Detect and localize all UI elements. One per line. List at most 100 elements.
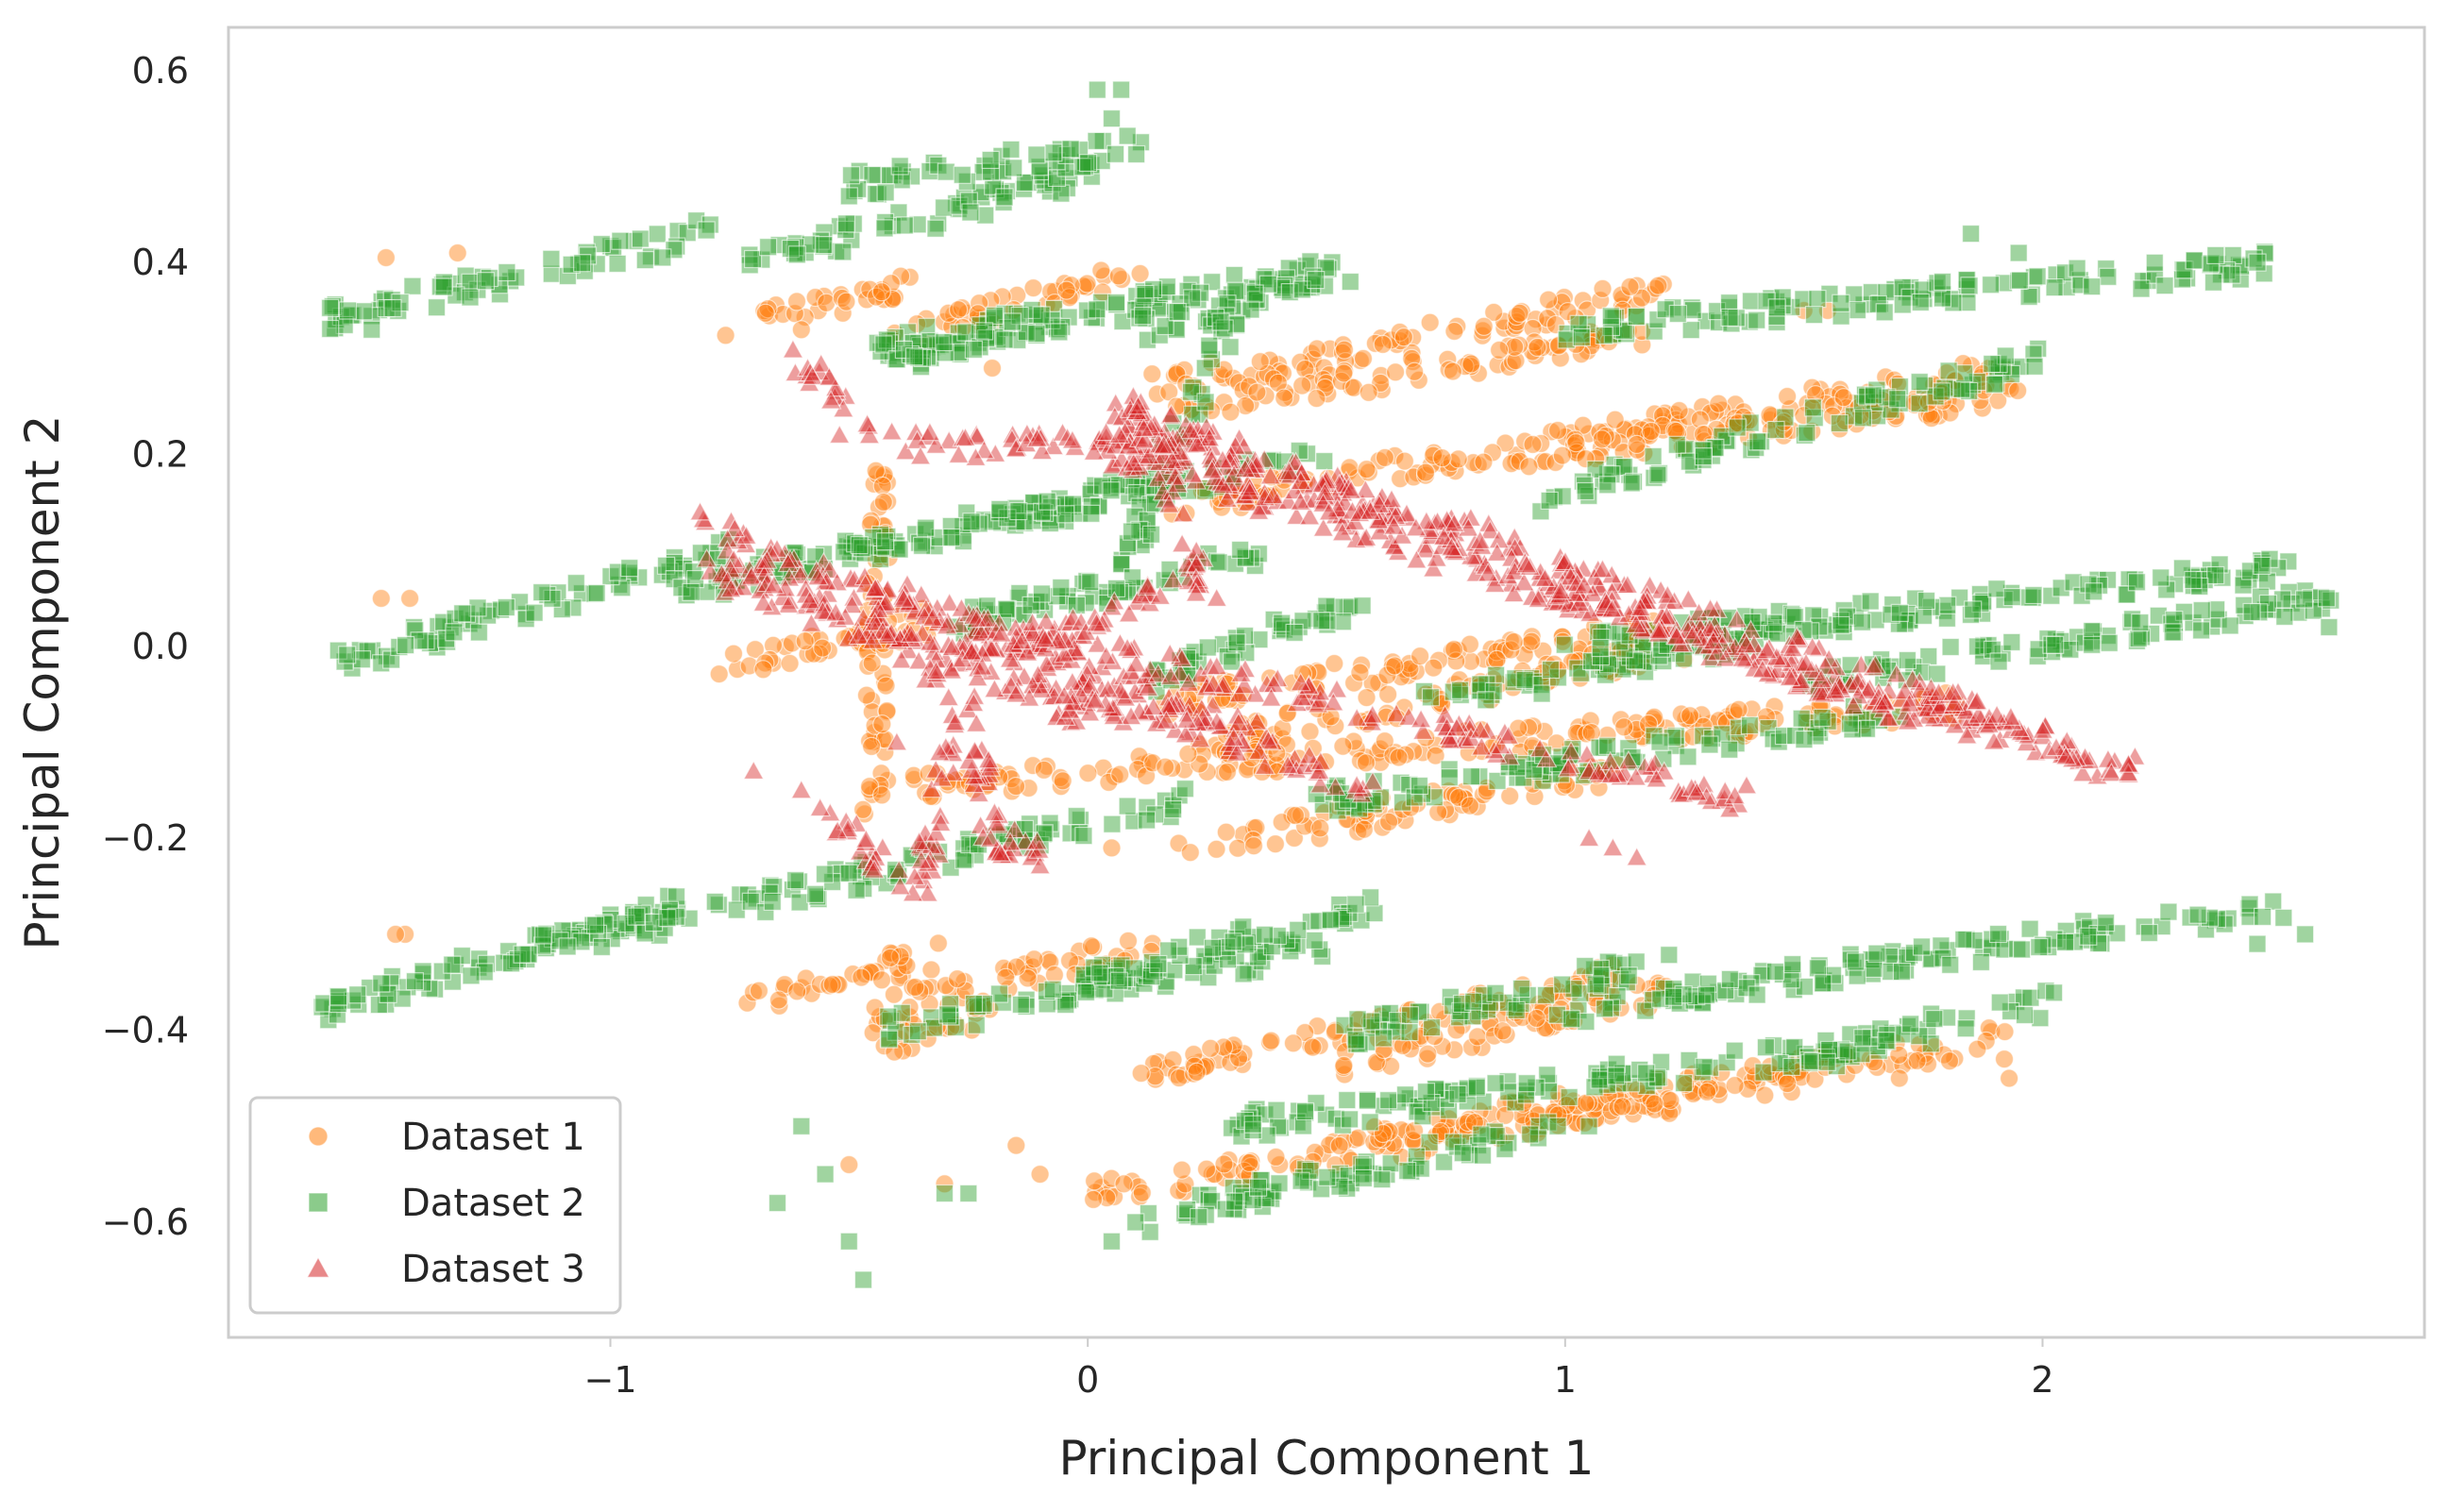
data-point (1487, 642, 1507, 662)
data-point (1576, 956, 1595, 976)
data-point (1102, 481, 1121, 500)
data-point (1576, 449, 1596, 469)
data-point (1940, 403, 1960, 423)
data-point (815, 236, 834, 255)
data-point (753, 660, 773, 680)
data-point (1679, 407, 1698, 427)
data-point (1695, 1057, 1714, 1077)
data-point (1224, 265, 1244, 284)
data-point (1892, 962, 1912, 982)
data-point (2253, 556, 2272, 576)
data-point (2223, 245, 2242, 264)
data-point (1403, 352, 1423, 372)
data-point (1904, 393, 1924, 412)
data-point (1674, 649, 1694, 668)
data-point (1519, 457, 1539, 477)
data-point (2145, 253, 2164, 272)
data-point (1027, 145, 1046, 164)
data-point (1572, 328, 1591, 346)
data-point (1118, 797, 1137, 815)
data-point (1360, 1113, 1379, 1132)
data-point (1933, 382, 1951, 401)
data-point (1211, 312, 1230, 331)
data-point (2015, 1005, 2035, 1025)
data-point (1214, 360, 1234, 379)
data-point (1889, 1068, 1909, 1088)
data-point (723, 644, 744, 664)
data-point (790, 893, 809, 912)
data-point (1646, 278, 1665, 298)
data-point (1954, 930, 1973, 949)
data-point (1187, 1062, 1207, 1082)
data-point (2030, 937, 2049, 957)
data-point (1627, 276, 1647, 295)
data-point (2192, 621, 2211, 640)
data-point (1748, 985, 1766, 1004)
data-point (1444, 639, 1464, 660)
data-point (1733, 407, 1753, 427)
data-point (805, 287, 825, 308)
data-point (1056, 280, 1076, 300)
data-point (434, 277, 453, 296)
data-point (1292, 376, 1312, 395)
data-point (852, 967, 871, 987)
data-point (1660, 946, 1679, 965)
data-point (860, 279, 880, 299)
data-point (1767, 298, 1786, 317)
data-point (1586, 448, 1606, 468)
data-point (1661, 1090, 1681, 1111)
data-point (1354, 1168, 1374, 1188)
data-point (1853, 409, 1873, 428)
data-point (1605, 410, 1625, 429)
data-point (1964, 600, 1983, 619)
data-point (1400, 1006, 1420, 1025)
data-point (1444, 321, 1464, 342)
data-point (1371, 365, 1391, 385)
data-point (961, 203, 980, 222)
data-point (1088, 300, 1106, 319)
data-point (1562, 1010, 1581, 1029)
data-point (1540, 491, 1559, 511)
data-point (1077, 274, 1097, 294)
data-point (1133, 307, 1153, 326)
data-point (1106, 579, 1126, 598)
data-point (1627, 434, 1647, 454)
data-point (1555, 635, 1574, 654)
data-point (2085, 582, 2103, 601)
data-point (1329, 1135, 1349, 1156)
data-point (627, 907, 646, 926)
data-point (653, 248, 672, 267)
data-point (1473, 1146, 1493, 1165)
data-point (1434, 1152, 1454, 1171)
data-point (1668, 304, 1687, 324)
data-point (1680, 706, 1700, 726)
data-point (995, 330, 1014, 349)
data-point (354, 302, 373, 321)
data-point (1303, 1037, 1323, 1057)
data-point (813, 638, 833, 658)
data-point (1579, 1117, 1598, 1135)
data-point (1522, 631, 1542, 651)
data-point (1091, 260, 1111, 280)
data-point (1281, 388, 1301, 408)
data-point (1180, 843, 1200, 863)
data-point (1571, 344, 1591, 364)
data-point (1341, 272, 1360, 292)
data-point (2274, 908, 2293, 928)
data-point (1720, 969, 1740, 989)
data-point (1468, 455, 1488, 475)
data-point (1952, 379, 1971, 398)
data-point (1655, 403, 1675, 423)
data-point (791, 320, 811, 340)
data-point (1055, 274, 1074, 294)
data-point (1865, 959, 1883, 979)
data-point (592, 937, 612, 957)
data-point (1034, 760, 1054, 780)
data-point (1848, 301, 1867, 320)
data-point (947, 969, 968, 989)
data-point (1196, 1159, 1217, 1179)
data-point (716, 326, 735, 345)
data-point (1103, 815, 1122, 833)
data-point (2100, 633, 2119, 652)
data-point (1385, 656, 1405, 676)
